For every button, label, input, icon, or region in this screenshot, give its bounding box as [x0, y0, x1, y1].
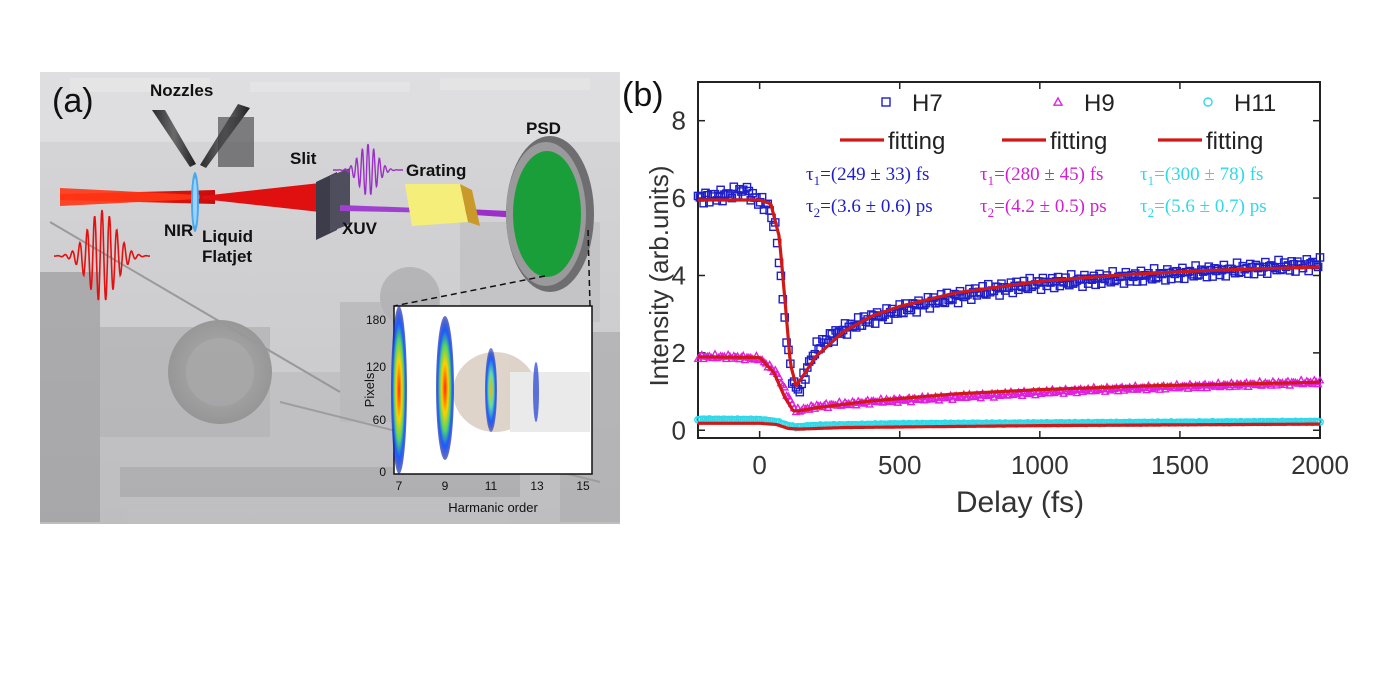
data-point-square [1091, 280, 1101, 290]
inset-ytick: 180 [366, 313, 386, 327]
data-point-triangle [1027, 387, 1037, 396]
data-point-square [729, 182, 739, 192]
data-point-square [1132, 277, 1142, 286]
tau1-annotation: τ1=(280 ± 45) fs [980, 164, 1103, 188]
inset-xtick: 15 [576, 479, 590, 493]
tau2-annotation: τ2=(4.2 ± 0.5) ps [980, 196, 1107, 220]
label-slit: Slit [290, 149, 317, 168]
label-psd: PSD [526, 119, 561, 138]
data-point-square [829, 337, 839, 346]
legend-fitting-label: fitting [888, 128, 945, 155]
label-nir: NIR [164, 221, 193, 240]
inset-xtick: 13 [530, 479, 544, 493]
nir-pulse-waveform [54, 209, 150, 301]
label-flatjet: Flatjet [202, 247, 252, 266]
data-point-square [870, 319, 880, 328]
tau1-annotation: τ1=(300 ± 78) fs [1140, 164, 1263, 188]
setup-illustration: (a) Nozzles Slit Grating [40, 72, 620, 524]
harmonic-11-spot [485, 348, 497, 432]
data-point-square [881, 97, 891, 107]
inset-xlabel: Harmanic order [448, 500, 538, 515]
legend-series-label: H7 [912, 90, 943, 117]
inset-ylabel: Pixels [362, 372, 377, 407]
legend-fitting-label: fitting [1050, 128, 1107, 155]
panel-label-b: (b) [622, 76, 664, 114]
tau2-annotation: τ2=(5.6 ± 0.7) ps [1140, 196, 1267, 220]
inset-xtick: 9 [442, 479, 449, 493]
xuv-pulse-waveform [333, 143, 403, 195]
nir-beam-right [202, 183, 320, 212]
label-liquid: Liquid [202, 227, 253, 246]
inset-xtick: 7 [396, 479, 403, 493]
fitting-curve [697, 355, 1320, 413]
data-point-triangle [1123, 383, 1133, 392]
y-tick-label: 0 [672, 415, 686, 445]
tau2-annotation: τ2=(3.6 ± 0.6) ps [806, 196, 933, 220]
x-tick-label: 1000 [1011, 450, 1069, 480]
tau1-annotation: τ1=(249 ± 33) fs [806, 164, 929, 188]
data-point-square [1174, 273, 1183, 283]
x-axis-label: Delay (fs) [956, 486, 1084, 519]
data-point-triangle [1068, 385, 1078, 394]
x-tick-label: 2000 [1291, 450, 1349, 480]
panel-b-chart: (b) 0 500 1000 1500 2000 0 2 4 6 8 H7 H9 H11 fitting f… [620, 62, 1380, 532]
delay-intensity-chart: (b) 0 500 1000 1500 2000 0 2 4 6 8 H7 H9 H11 fitting f… [622, 76, 1349, 519]
data-point-square [1274, 255, 1283, 265]
data-point-triangle [780, 382, 790, 391]
inset-ytick: 120 [366, 360, 386, 374]
data-point-triangle [774, 372, 784, 381]
label-grating: Grating [406, 161, 466, 180]
legend-series-label: H11 [1234, 90, 1276, 117]
label-xuv: XUV [342, 219, 378, 238]
legend-fitting-label: fitting [1206, 128, 1263, 155]
data-point-square [1315, 253, 1325, 262]
panel-label-a: (a) [52, 82, 94, 120]
data-point-triangle [944, 392, 954, 401]
panel-a-setup-photo: (a) Nozzles Slit Grating [40, 72, 620, 524]
fitting-curve [698, 198, 1320, 389]
fitting-curve [698, 421, 1320, 431]
legend-series-label: H9 [1084, 90, 1115, 117]
y-axis-label: Intensity (arb.units) [644, 165, 674, 386]
nir-beam-cone [60, 188, 200, 206]
nozzle-left [152, 110, 196, 167]
data-point-triangle [991, 389, 1001, 398]
data-point-square [953, 298, 963, 308]
data-point-triangle [1052, 96, 1064, 106]
data-point-circle [1203, 97, 1213, 107]
data-point-triangle [985, 390, 995, 399]
plot-frame [697, 81, 1321, 439]
label-nozzles: Nozzles [150, 81, 213, 100]
inset-ytick: 0 [379, 465, 386, 479]
plot-area: 0 500 1000 1500 2000 0 2 4 6 8 H7 H9 H11 fitting fitti… [672, 81, 1349, 480]
data-point-square [795, 387, 805, 397]
inset-xtick: 11 [485, 479, 498, 493]
y-tick-label: 8 [672, 106, 686, 136]
x-tick-label: 0 [752, 450, 766, 480]
grating [405, 184, 468, 226]
inset-ytick: 60 [373, 413, 387, 427]
harmonic-9-spot [436, 316, 454, 460]
data-point-square [912, 308, 921, 317]
data-point-triangle [1081, 385, 1091, 394]
inset-harmonic-spectrum: 180 120 60 0 7 9 11 13 15 Harmanic order… [362, 305, 593, 515]
data-point-triangle [787, 398, 797, 407]
y-tick-label: 2 [672, 338, 686, 368]
x-tick-label: 500 [878, 450, 921, 480]
harmonic-7-spot [391, 306, 407, 474]
psd-detector-screen [513, 151, 581, 277]
y-tick-label: 4 [672, 260, 686, 290]
harmonic-13-spot [533, 362, 539, 422]
data-point-triangle [750, 354, 759, 363]
x-tick-label: 1500 [1151, 450, 1209, 480]
y-tick-label: 6 [672, 183, 686, 213]
data-point-square [995, 291, 1004, 300]
